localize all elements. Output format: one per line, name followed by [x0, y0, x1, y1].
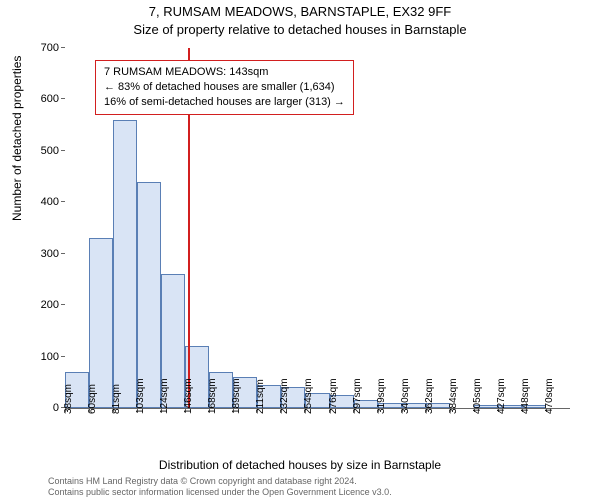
x-tick-label: 232sqm: [279, 378, 290, 414]
y-tick-mark: [61, 253, 65, 254]
x-tick-label: 319sqm: [376, 378, 387, 414]
x-tick-label: 470sqm: [544, 378, 555, 414]
y-tick-label: 100: [41, 351, 59, 363]
y-tick-label: 300: [41, 248, 59, 260]
x-tick-label: 168sqm: [207, 378, 218, 414]
x-tick-label: 103sqm: [135, 378, 146, 414]
annotation-box: 7 RUMSAM MEADOWS: 143sqm ← 83% of detach…: [95, 60, 354, 115]
y-tick-label: 0: [53, 402, 59, 414]
credit-line1: Contains HM Land Registry data © Crown c…: [48, 476, 392, 487]
y-tick-label: 200: [41, 299, 59, 311]
annotation-line2: ← 83% of detached houses are smaller (1,…: [104, 80, 345, 95]
y-tick-mark: [61, 150, 65, 151]
y-tick-mark: [61, 98, 65, 99]
x-tick-label: 276sqm: [328, 378, 339, 414]
x-tick-label: 362sqm: [424, 378, 435, 414]
chart-title-line2: Size of property relative to detached ho…: [0, 22, 600, 37]
x-tick-label: 211sqm: [255, 379, 266, 414]
x-tick-label: 189sqm: [231, 378, 242, 414]
y-tick-label: 400: [41, 196, 59, 208]
y-tick-label: 700: [41, 42, 59, 54]
x-tick-label: 38sqm: [63, 384, 74, 414]
annotation-line1: 7 RUMSAM MEADOWS: 143sqm: [104, 65, 345, 80]
histogram-bar: [137, 182, 161, 408]
credit-line2: Contains public sector information licen…: [48, 487, 392, 498]
y-tick-label: 600: [41, 93, 59, 105]
histogram-bar: [113, 120, 137, 408]
y-tick-label: 500: [41, 145, 59, 157]
annotation-line3: 16% of semi-detached houses are larger (…: [104, 95, 345, 110]
chart-container: 7, RUMSAM MEADOWS, BARNSTAPLE, EX32 9FF …: [0, 0, 600, 500]
x-tick-label: 81sqm: [111, 384, 122, 414]
y-axis-label: Number of detached properties: [10, 56, 24, 221]
plot-area: 7 RUMSAM MEADOWS: 143sqm ← 83% of detach…: [65, 48, 570, 409]
y-tick-mark: [61, 356, 65, 357]
chart-title-line1: 7, RUMSAM MEADOWS, BARNSTAPLE, EX32 9FF: [0, 4, 600, 19]
x-tick-label: 405sqm: [472, 378, 483, 414]
x-tick-label: 254sqm: [303, 378, 314, 414]
x-axis-label: Distribution of detached houses by size …: [0, 458, 600, 472]
x-tick-label: 297sqm: [352, 378, 363, 414]
y-tick-mark: [61, 201, 65, 202]
x-tick-label: 146sqm: [183, 378, 194, 414]
x-tick-label: 427sqm: [496, 378, 507, 414]
y-tick-mark: [61, 47, 65, 48]
x-tick-label: 448sqm: [520, 378, 531, 414]
histogram-bar: [89, 238, 113, 408]
x-tick-label: 124sqm: [159, 378, 170, 414]
y-tick-mark: [61, 304, 65, 305]
credit-text: Contains HM Land Registry data © Crown c…: [48, 476, 392, 499]
x-tick-label: 384sqm: [448, 378, 459, 414]
x-tick-label: 60sqm: [87, 384, 98, 414]
x-tick-label: 340sqm: [400, 378, 411, 414]
